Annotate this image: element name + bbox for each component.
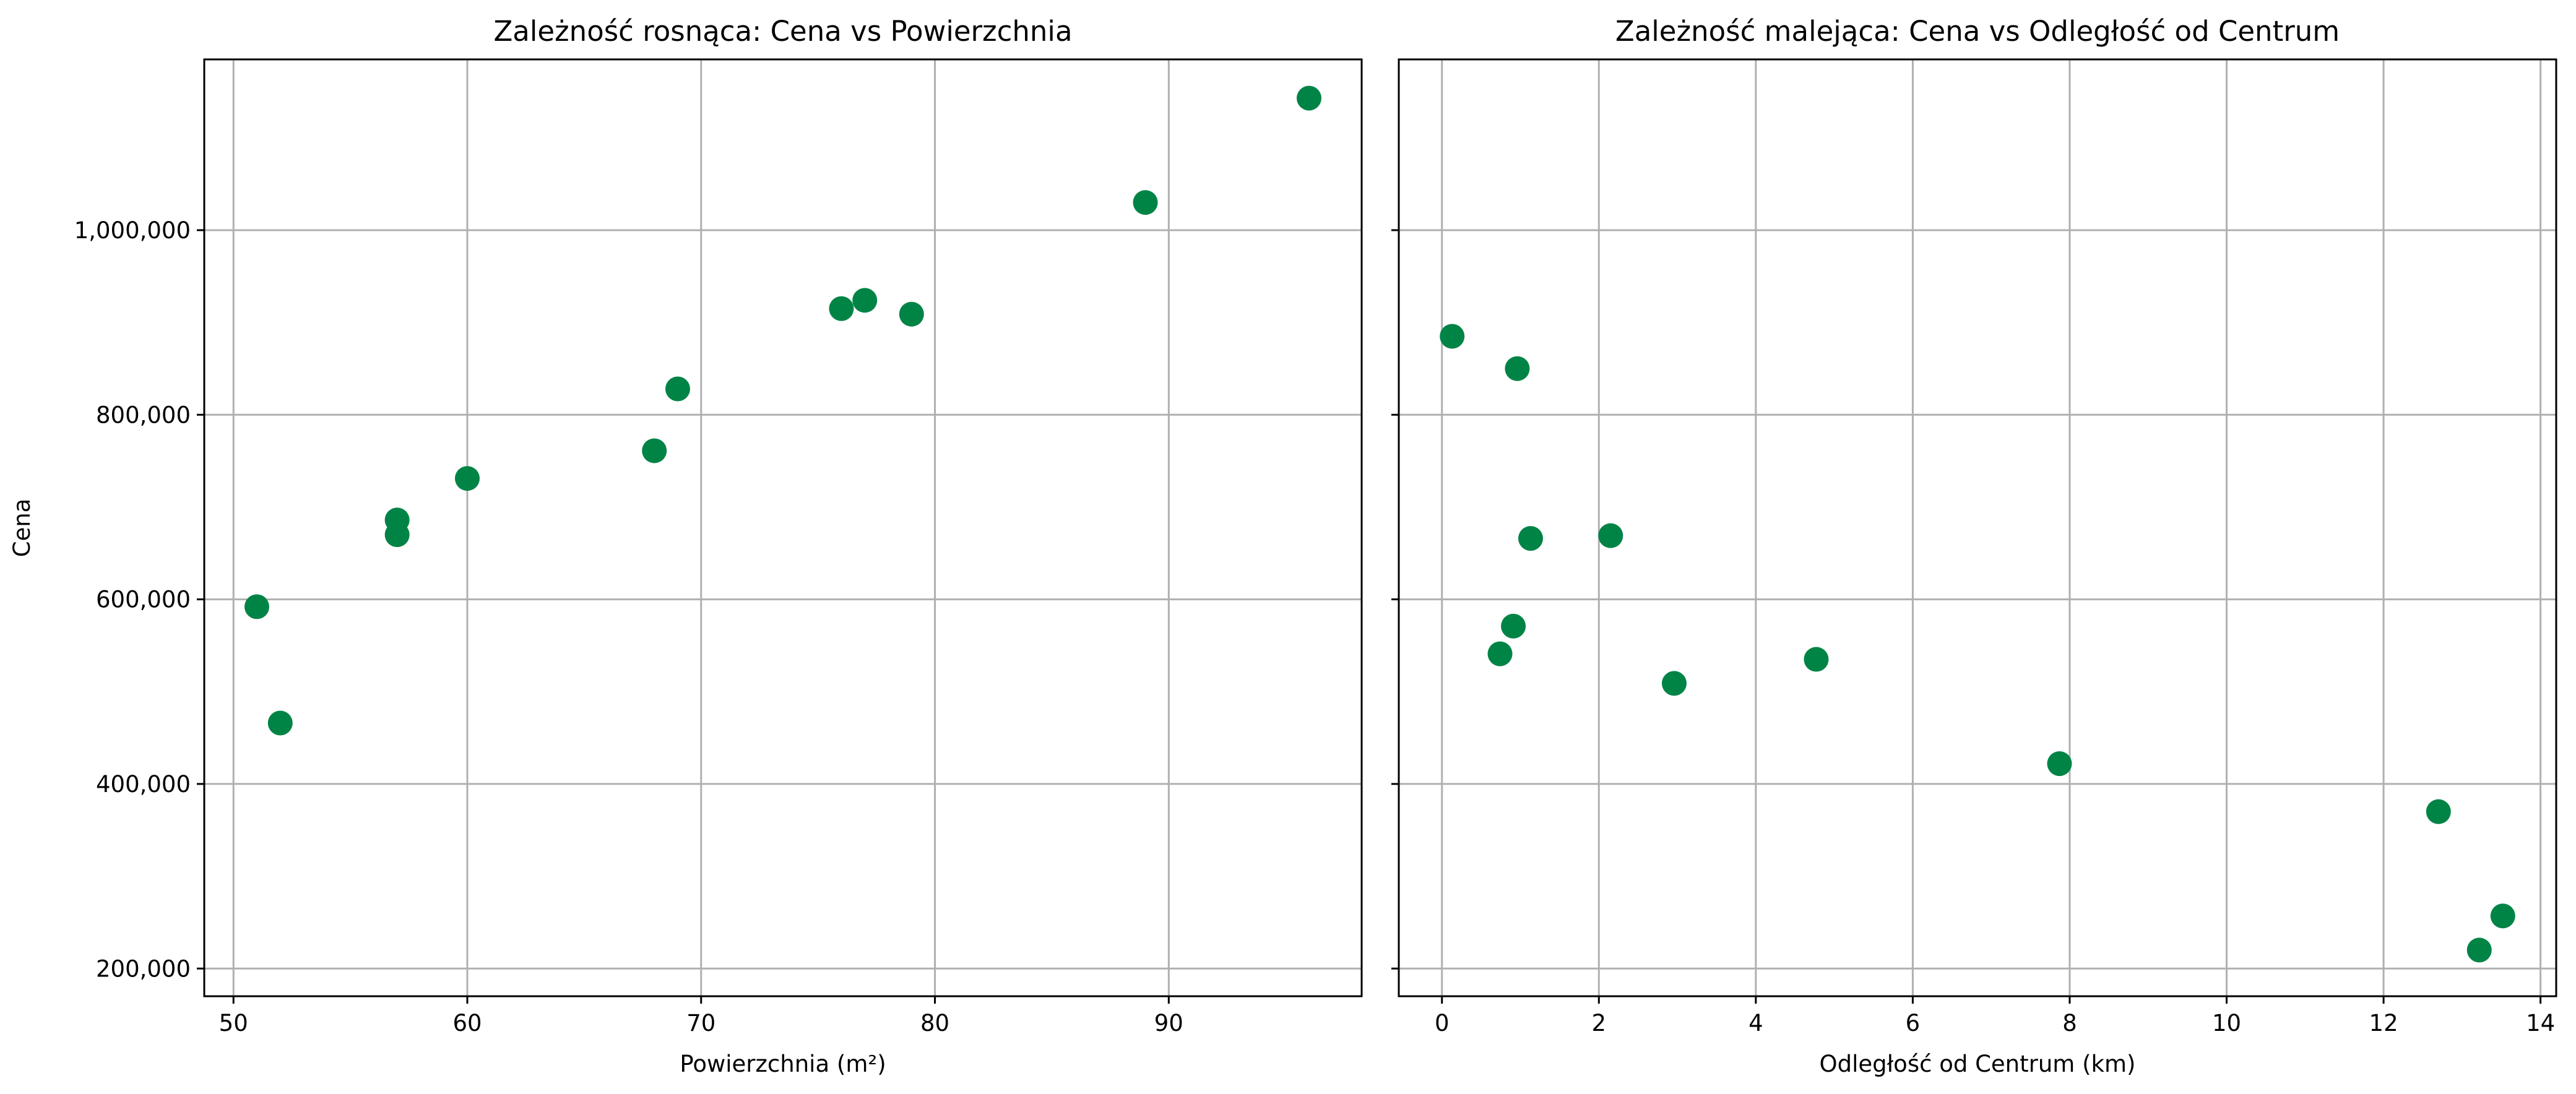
x-tick-label: 80 [920, 1010, 949, 1036]
scatter-point [1505, 356, 1530, 381]
x-tick-label: 12 [2369, 1010, 2398, 1036]
right-chart-grid [1399, 59, 2556, 996]
scatter-point [852, 288, 878, 313]
scatter-point [899, 301, 924, 327]
scatter-point [2426, 799, 2451, 824]
x-tick-label: 0 [1435, 1010, 1450, 1036]
left-chart-title: Zależność rosnąca: Cena vs Powierzchnia [493, 15, 1072, 48]
y-tick-label: 400,000 [96, 771, 191, 798]
scatter-point [1518, 526, 1543, 551]
scatter-point [1501, 613, 1526, 639]
scatter-point [455, 466, 480, 491]
scatter-point [2466, 937, 2492, 963]
y-tick-label: 1,000,000 [74, 217, 191, 244]
left-chart-x-axis-label: Powierzchnia (m²) [680, 1051, 886, 1077]
scatter-point [1487, 641, 1513, 666]
y-tick-label: 200,000 [96, 955, 191, 982]
x-tick-label: 4 [1748, 1010, 1763, 1036]
left-chart-points [244, 85, 1321, 736]
scatter-point [1661, 671, 1687, 696]
x-tick-label: 6 [1906, 1010, 1921, 1036]
scatter-point [244, 594, 269, 619]
left-chart-x-ticks: 50 60 70 80 90 [219, 996, 1183, 1036]
y-tick-label: 800,000 [96, 402, 191, 428]
x-tick-label: 2 [1592, 1010, 1607, 1036]
scatter-point [665, 376, 690, 402]
x-tick-label: 8 [2062, 1010, 2077, 1036]
right-chart-frame [1398, 58, 2557, 997]
right-chart-title: Zależność malejąca: Cena vs Odległość od… [1615, 15, 2340, 48]
scatter-point [829, 296, 854, 321]
scatter-point [1440, 324, 1465, 349]
x-tick-label: 10 [2212, 1010, 2241, 1036]
scatter-point [1133, 190, 1158, 215]
x-tick-label: 50 [219, 1010, 248, 1036]
scatter-point [1598, 523, 1623, 548]
right-chart-x-ticks: 0 2 4 6 8 10 12 14 [1435, 996, 2555, 1036]
right-chart-points [1440, 324, 2515, 963]
x-tick-label: 60 [452, 1010, 482, 1036]
left-chart-y-ticks: 200,000 400,000 600,000 800,000 1,000,000 [74, 217, 204, 982]
left-chart: 50 60 70 80 90 200,000 400,000 600,000 800,000 1… [9, 15, 1363, 1077]
left-chart-frame [203, 58, 1363, 997]
right-chart-x-axis-label: Odległość od Centrum (km) [1820, 1051, 2136, 1077]
scatter-point [642, 438, 667, 463]
scatter-point [384, 522, 410, 548]
right-chart-y-ticks [1391, 229, 1399, 970]
left-chart-y-axis-label: Cena [9, 499, 35, 558]
left-chart-grid [204, 59, 1362, 996]
x-tick-label: 14 [2526, 1010, 2555, 1036]
scatter-point [267, 710, 293, 736]
right-chart: 0 2 4 6 8 10 12 14 Zależność malejąca: Cena vs … [1391, 15, 2557, 1077]
scatter-point [2047, 751, 2072, 777]
y-tick-label: 600,000 [96, 587, 191, 613]
scatter-point [2490, 903, 2515, 929]
scatter-point [1804, 647, 1829, 672]
scatter-point [1297, 85, 1321, 111]
x-tick-label: 90 [1154, 1010, 1183, 1036]
x-tick-label: 70 [686, 1010, 715, 1036]
